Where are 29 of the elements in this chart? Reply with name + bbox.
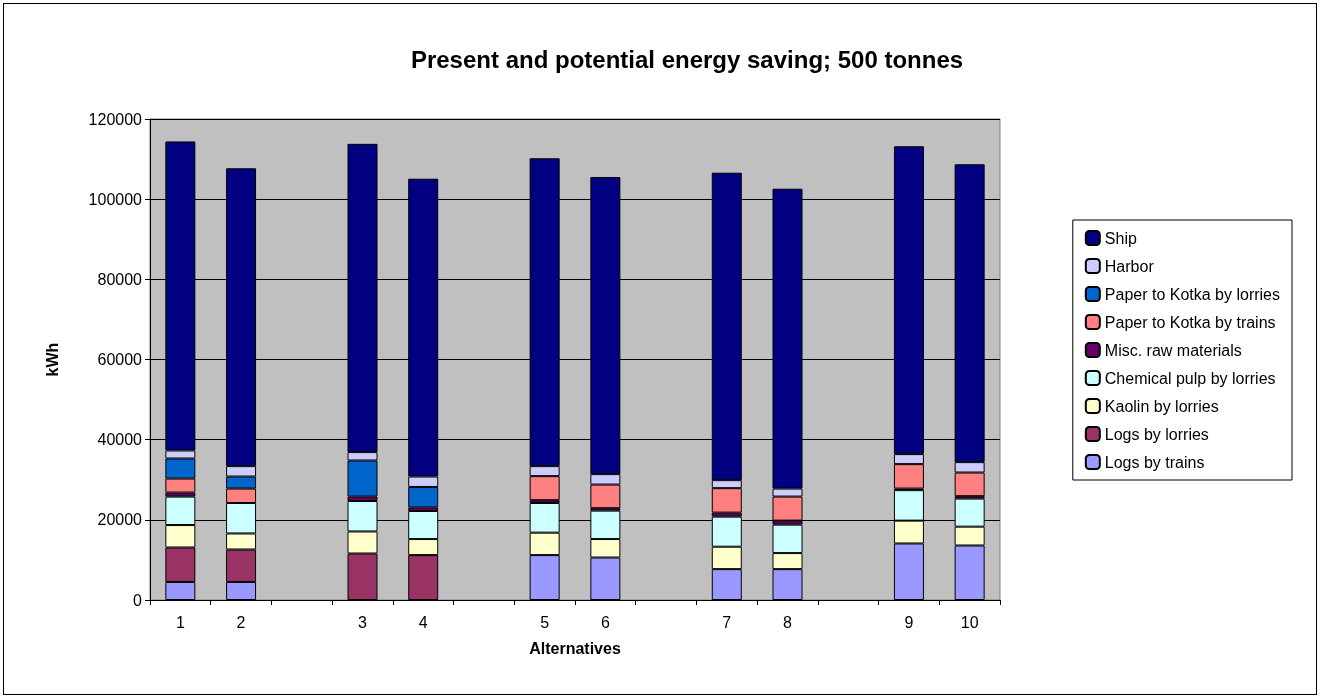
x-tick-label: 4 — [418, 613, 428, 631]
legend-label: Paper to Kotka by trains — [1104, 313, 1276, 331]
chart-title: Present and potential energy saving; 500 tonnes — [410, 45, 964, 73]
legend-label: Logs by trains — [1104, 453, 1205, 471]
legend-label: Chemical pulp by lorries — [1104, 369, 1276, 387]
y-tick-label: 40000 — [97, 431, 143, 449]
x-tick-label: 10 — [960, 613, 979, 631]
x-tick-label: 3 — [358, 613, 368, 631]
x-tick-label: 5 — [540, 613, 550, 631]
y-axis-title: kWh — [43, 342, 61, 377]
x-tick-label: 2 — [236, 613, 246, 631]
y-tick-label: 0 — [133, 591, 143, 609]
legend-label: Misc. raw materials — [1104, 341, 1242, 359]
y-tick-label: 60000 — [97, 351, 143, 368]
legend-label: Logs by lorries — [1104, 425, 1209, 443]
x-axis-title: Alternatives — [529, 639, 621, 657]
legend-label: Kaolin by lorries — [1104, 397, 1219, 415]
x-tick-label: 6 — [600, 613, 610, 631]
y-tick-label: 80000 — [97, 270, 143, 288]
y-tick-label: 20000 — [97, 511, 143, 529]
x-tick-label: 1 — [175, 613, 185, 631]
x-tick-label: 9 — [904, 613, 914, 631]
legend-label: Ship — [1104, 229, 1137, 247]
legend-label: Harbor — [1104, 257, 1155, 275]
x-tick-label: 7 — [722, 613, 732, 631]
legend-label: Paper to Kotka by lorries — [1104, 285, 1281, 303]
y-tick-label: 100000 — [88, 190, 143, 208]
y-tick-label: 120000 — [88, 110, 143, 128]
x-tick-label: 8 — [783, 613, 793, 631]
